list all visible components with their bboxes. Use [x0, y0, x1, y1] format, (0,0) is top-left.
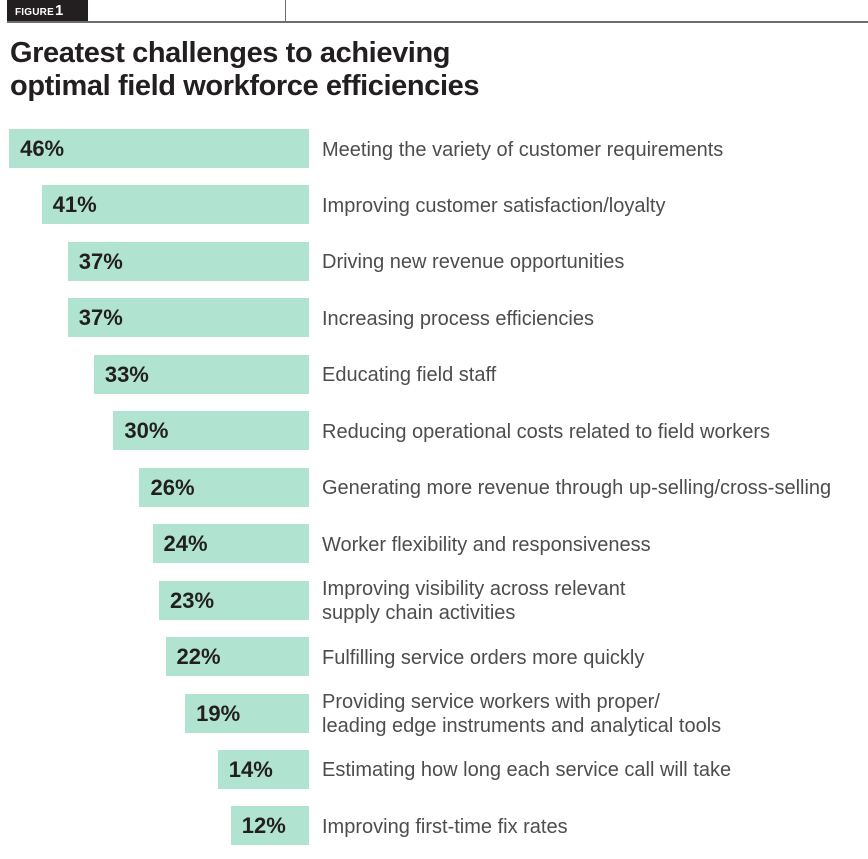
category-label-line: Generating more revenue through up-selli…	[322, 477, 832, 500]
bar-value-label: 41%	[52, 192, 97, 218]
bar	[230, 806, 309, 846]
category-label: Generating more revenue through up-selli…	[322, 476, 831, 500]
bar-value-label: 14%	[228, 756, 273, 782]
bar-value-label: 37%	[78, 305, 123, 331]
bar	[165, 637, 309, 677]
figure-tag-word: FIGURE	[15, 7, 54, 18]
category-label: Worker flexibility and responsiveness	[322, 533, 651, 557]
bar-value-label: 46%	[20, 136, 65, 161]
category-label: Educating field staff	[322, 363, 496, 387]
bar	[152, 524, 309, 564]
category-label: Meeting the variety of customer requirem…	[322, 138, 723, 162]
chart-title-line-1: Greatest challenges to achieving	[10, 37, 451, 69]
figure-tag: FIGURE 1	[7, 0, 88, 22]
bar-value-label: 23%	[170, 587, 215, 613]
header-divider	[285, 0, 286, 22]
bar-value-label: 26%	[150, 474, 195, 500]
category-label: Improving first-time fix rates	[322, 815, 568, 839]
category-label: Estimating how long each service call wi…	[322, 758, 731, 782]
header-rule	[7, 21, 868, 23]
category-label-line: leading edge instruments and analytical …	[322, 715, 722, 737]
bar	[9, 129, 309, 168]
bar	[159, 580, 309, 620]
bar	[217, 749, 309, 789]
category-label-line: Improving first-time fix rates	[322, 815, 568, 838]
category-label-line: Educating field staff	[322, 364, 497, 387]
category-label-line: Driving new revenue opportunities	[322, 251, 625, 274]
category-label: Driving new revenue opportunities	[322, 250, 624, 274]
bar-value-label: 33%	[104, 361, 149, 387]
category-label-line: Increasing process efficiencies	[322, 307, 594, 330]
category-label-line: Worker flexibility and responsiveness	[322, 533, 651, 556]
figure-tag-number: 1	[55, 2, 64, 19]
bar	[41, 185, 309, 225]
bar	[67, 298, 309, 338]
category-label: Improving customer satisfaction/loyalty	[322, 194, 665, 218]
category-label-line: Meeting the variety of customer requirem…	[322, 138, 724, 161]
category-label: Reducing operational costs related to fi…	[322, 420, 770, 444]
category-label: Increasing process efficiencies	[322, 307, 594, 331]
category-label-line: Fulfilling service orders more quickly	[322, 646, 645, 669]
bar	[185, 693, 309, 733]
chart-title: Greatest challenges to achieving optimal…	[10, 37, 479, 103]
chart-title-line-2: optimal field workforce efficiencies	[10, 70, 480, 102]
category-label-line: Reducing operational costs related to fi…	[322, 420, 771, 443]
bar-value-label: 30%	[124, 418, 169, 444]
category-label: Fulfilling service orders more quickly	[322, 646, 644, 670]
category-label-line: Estimating how long each service call wi…	[322, 759, 732, 782]
category-label-line: Providing service workers with proper/	[322, 691, 660, 713]
bar-value-label: 24%	[163, 531, 208, 557]
bar	[67, 241, 309, 281]
category-label: Improving visibility across relevant supp…	[322, 577, 625, 625]
category-label-line: supply chain activities	[322, 602, 516, 625]
bar-value-label: 22%	[176, 644, 221, 670]
bar-value-label: 37%	[78, 248, 123, 274]
bar	[139, 467, 309, 507]
bar-value-label: 12%	[241, 813, 286, 839]
bar	[93, 354, 309, 394]
category-label-line: Improving customer satisfaction/loyalty	[322, 194, 666, 217]
category-label: Providing service workers with proper/le…	[322, 690, 721, 738]
bar	[113, 411, 309, 451]
bar-value-label: 19%	[196, 700, 241, 726]
category-label-line: Improving visibility across relevant	[322, 578, 626, 601]
